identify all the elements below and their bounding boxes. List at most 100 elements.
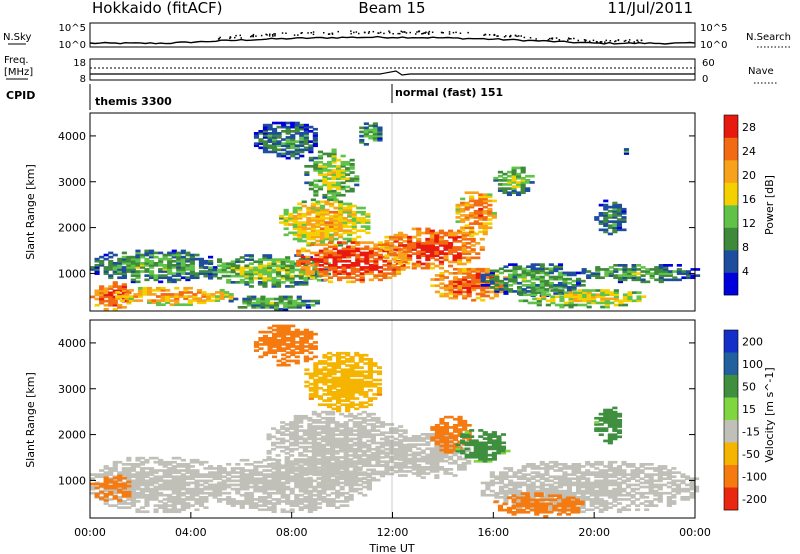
heatmap-cell (416, 260, 422, 264)
heatmap-cell (370, 433, 376, 437)
heatmap-cell (434, 258, 440, 262)
heatmap-cell (158, 463, 164, 466)
noise-right-tick-bottom: 10^0 (700, 40, 727, 51)
heatmap-cell (393, 441, 399, 444)
heatmap-cell (271, 270, 277, 274)
heatmap-cell (402, 256, 408, 260)
heatmap-cell (478, 230, 484, 234)
heatmap-cell (167, 467, 173, 470)
heatmap-cell (352, 460, 358, 463)
heatmap-cell (316, 427, 322, 430)
heatmap-cell (338, 210, 344, 214)
heatmap-cell (544, 284, 550, 287)
heatmap-cell (212, 272, 218, 276)
heatmap-cell (242, 297, 248, 301)
heatmap-cell (275, 441, 281, 445)
heatmap-cell (482, 449, 488, 453)
heatmap-cell (325, 479, 332, 483)
heatmap-cell (544, 467, 550, 470)
heatmap-cell (349, 179, 355, 183)
heatmap-cell (103, 253, 109, 257)
heatmap-cell (473, 443, 479, 447)
heatmap-cell (198, 460, 205, 464)
heatmap-cell (320, 435, 327, 439)
heatmap-cell (368, 136, 374, 140)
heatmap-cell (248, 479, 254, 483)
heatmap-cell (626, 268, 633, 271)
heatmap-cell (135, 487, 141, 491)
heatmap-cell (359, 272, 365, 275)
heatmap-cell (244, 458, 250, 462)
date-title: 11/Jul/2011 (608, 0, 693, 17)
heatmap-cell (443, 455, 449, 459)
heatmap-cell (269, 297, 275, 301)
heatmap-cell (523, 293, 529, 297)
heatmap-cell (320, 445, 327, 449)
heatmap-cell (331, 189, 337, 193)
heatmap-cell (402, 447, 408, 451)
heatmap-cell (248, 471, 254, 474)
heatmap-cell (158, 469, 164, 472)
heatmap-cell (429, 256, 435, 260)
heatmap-cell (230, 274, 236, 278)
heatmap-cell (239, 473, 245, 476)
heatmap-cell (438, 451, 445, 455)
heatmap-cell (482, 195, 488, 199)
heatmap-cell (489, 277, 495, 281)
heatmap-cell (149, 471, 155, 474)
heatmap-cell (562, 279, 568, 283)
heatmap-cell (461, 457, 467, 461)
heatmap-cell (280, 481, 286, 485)
heatmap-cell (90, 491, 96, 495)
heatmap-cell (160, 289, 166, 292)
heatmap-cell (617, 264, 624, 267)
heatmap-cell (160, 286, 166, 290)
heatmap-cell (112, 272, 118, 275)
heatmap-cell (248, 506, 254, 509)
heatmap-cell (526, 265, 532, 269)
heatmap-cell (253, 487, 259, 491)
heatmap-cell (411, 468, 417, 471)
heatmap-cell (482, 193, 488, 197)
heatmap-cell (473, 453, 479, 457)
heatmap-cell (438, 250, 445, 253)
heatmap-cell (276, 491, 282, 495)
heatmap-cell (608, 274, 614, 277)
heatmap-cell (248, 504, 254, 507)
heatmap-cell (310, 237, 316, 241)
heatmap-cell (478, 201, 484, 205)
heatmap-cell (171, 500, 177, 503)
heatmap-cell (298, 425, 304, 428)
heatmap-cell (144, 481, 150, 485)
heatmap-cell (453, 434, 459, 438)
heatmap-cell (351, 225, 357, 228)
heatmap-cell (448, 434, 454, 438)
heatmap-cell (285, 496, 291, 499)
noise-dot (600, 41, 603, 43)
heatmap-cell (494, 290, 500, 293)
heatmap-cell (325, 458, 331, 461)
heatmap-cell (398, 466, 404, 469)
heatmap-cell (342, 217, 348, 220)
heatmap-cell (298, 498, 304, 501)
heatmap-cell (314, 264, 320, 267)
heatmap-cell (348, 480, 354, 484)
heatmap-cell (539, 269, 545, 273)
heatmap-cell (178, 295, 184, 298)
heatmap-cell (622, 297, 629, 301)
heatmap-cell (389, 447, 395, 451)
heatmap-cell (167, 479, 173, 483)
heatmap-cell (187, 295, 193, 298)
colorbar-tick-label: 24 (742, 145, 756, 158)
heatmap-cell (316, 437, 322, 441)
heatmap-cell (103, 268, 109, 271)
heatmap-cell (121, 500, 127, 503)
heatmap-cell (577, 297, 583, 301)
heatmap-cell (103, 471, 109, 474)
heatmap-cell (325, 443, 331, 447)
heatmap-cell (126, 502, 132, 505)
heatmap-cell (475, 267, 481, 271)
heatmap-cell (112, 253, 118, 257)
heatmap-cell (338, 227, 344, 231)
heatmap-cell (462, 428, 468, 431)
